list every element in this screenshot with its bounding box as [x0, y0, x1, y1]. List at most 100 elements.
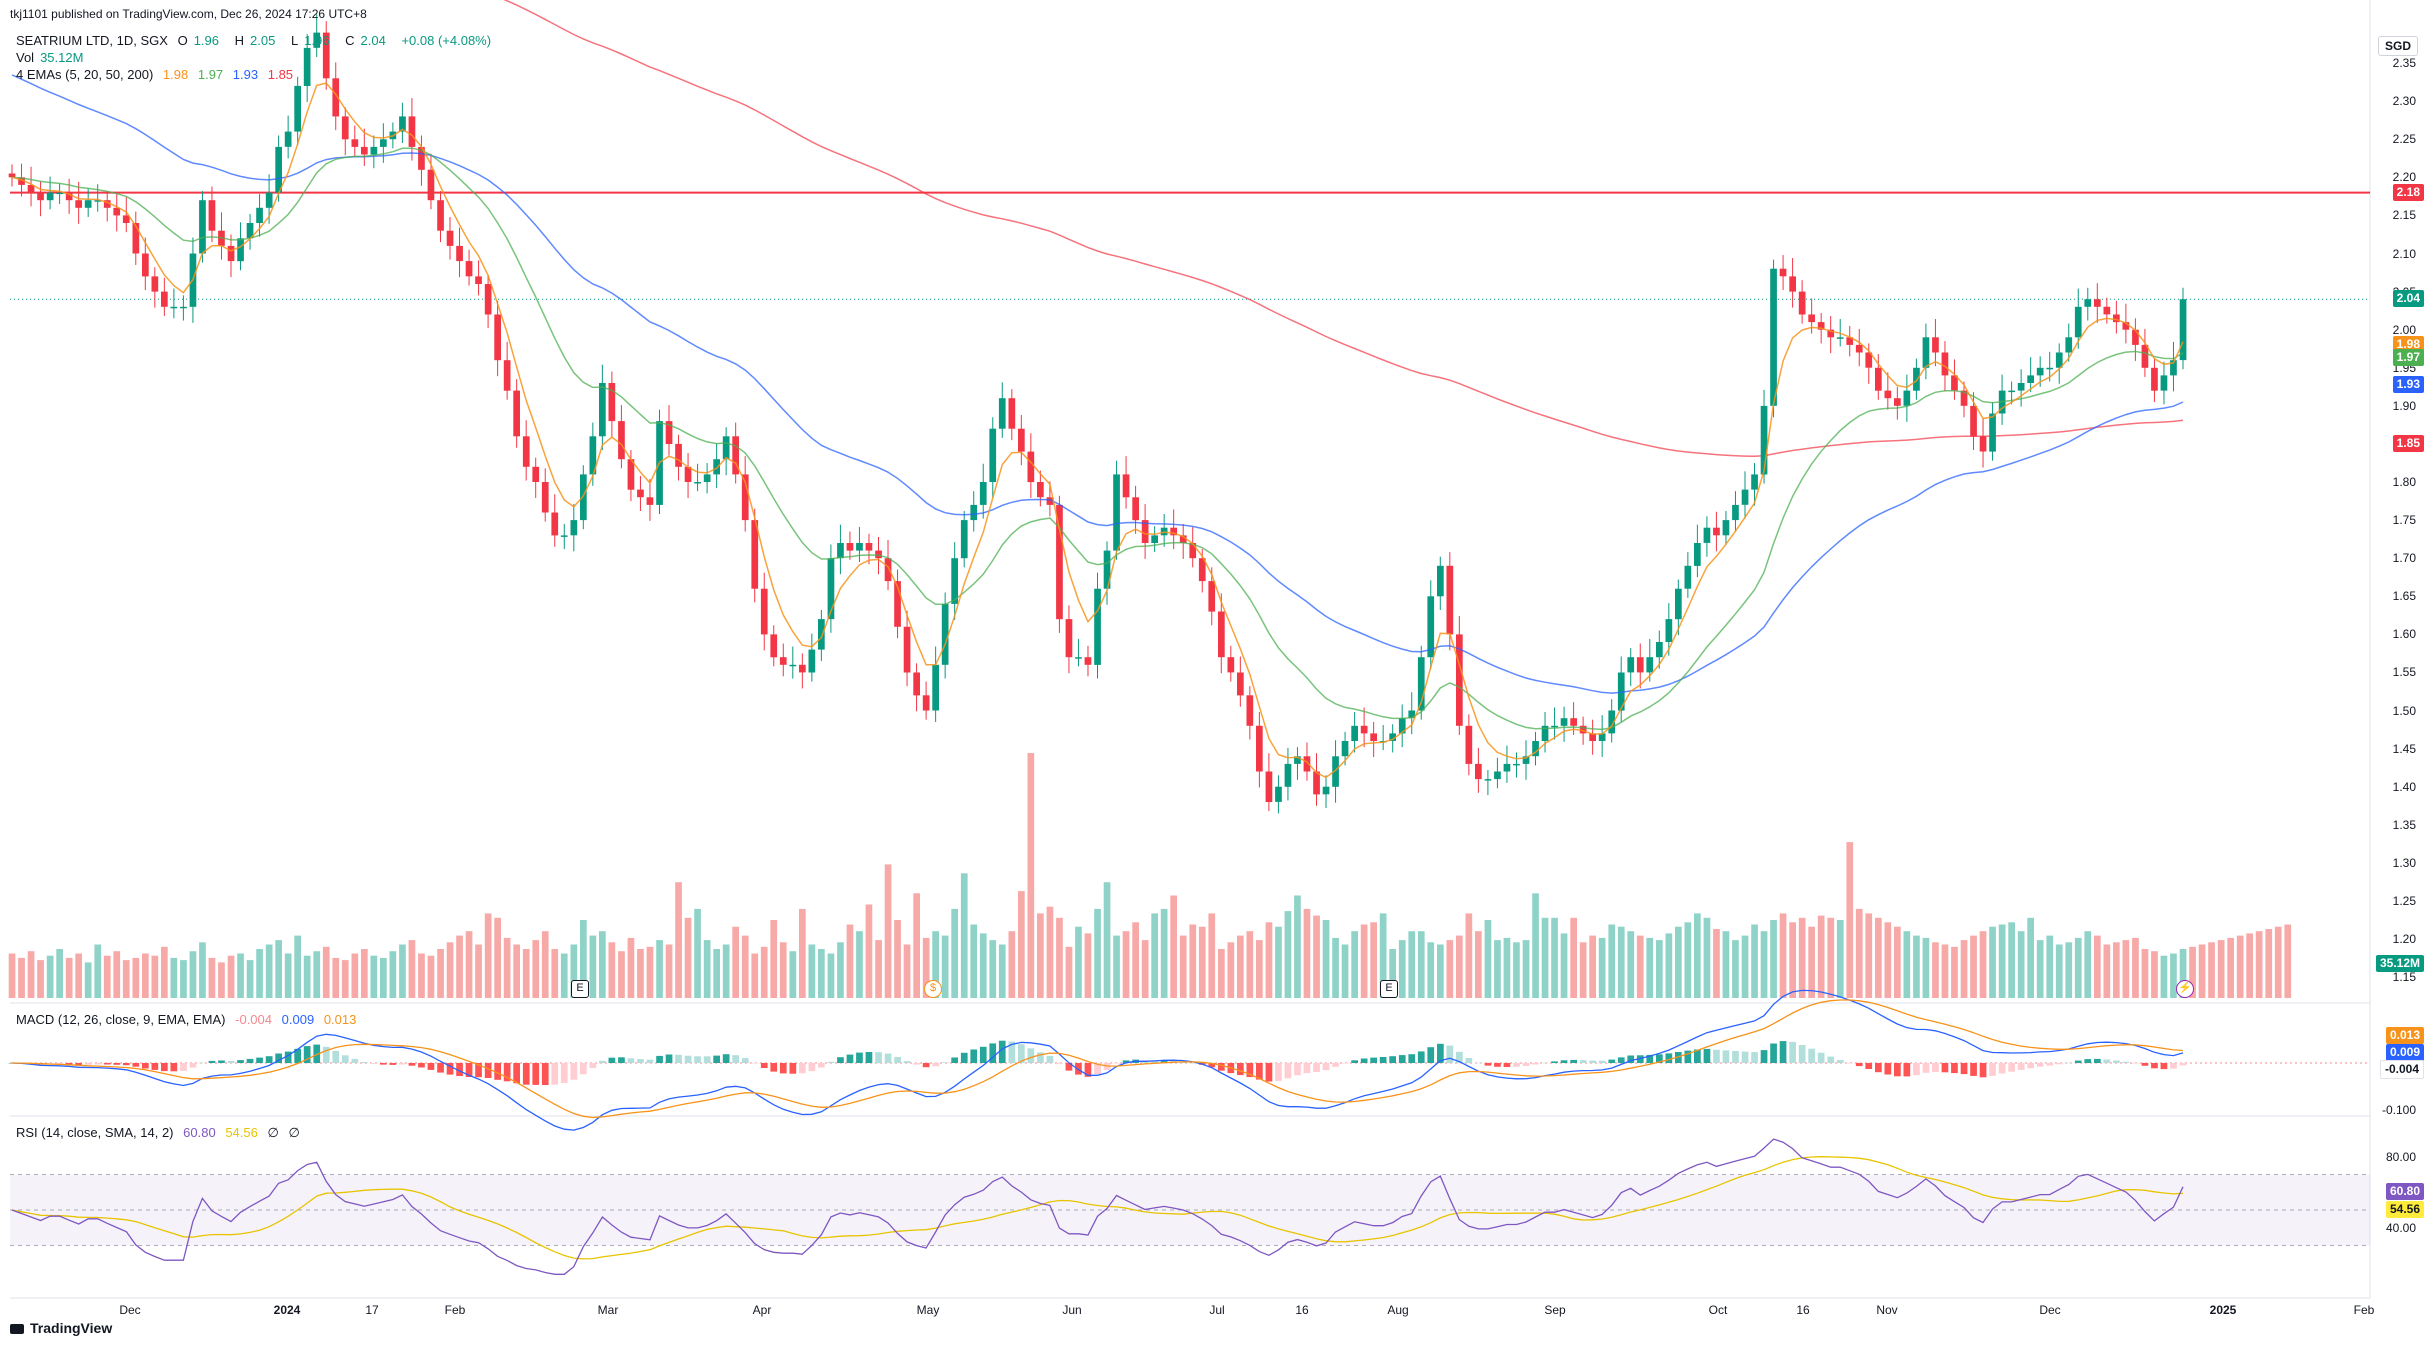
- candle-body: [199, 200, 206, 254]
- candle-body: [599, 383, 606, 437]
- macd-histogram-bar: [656, 1055, 663, 1063]
- volume-bar: [1751, 924, 1758, 998]
- price-tick-label: 1.15: [2392, 970, 2416, 985]
- candle-body: [1484, 779, 1492, 781]
- macd-histogram-bar: [418, 1063, 425, 1068]
- candle-body: [1713, 527, 1720, 536]
- currency-label[interactable]: SGD: [2377, 36, 2418, 56]
- volume-bar: [370, 955, 378, 998]
- candle-body: [789, 664, 797, 667]
- candle-body: [18, 177, 25, 185]
- macd-histogram-bar: [380, 1063, 387, 1065]
- symbol-name: SEATRIUM LTD, 1D, SGX: [16, 33, 168, 48]
- macd-histogram-bar: [1665, 1053, 1673, 1063]
- macd-histogram-bar: [675, 1054, 682, 1063]
- price-tick-label: 2.00: [2392, 322, 2416, 337]
- macd-histogram-bar: [1694, 1049, 1701, 1063]
- candle-body: [475, 276, 482, 284]
- macd-histogram-bar: [1570, 1059, 1577, 1063]
- dividend-event-icon[interactable]: $: [924, 980, 942, 998]
- volume-bar: [751, 953, 759, 998]
- volume-bar: [1865, 913, 1873, 998]
- macd-histogram-bar: [1951, 1063, 1958, 1074]
- macd-histogram-bar: [294, 1048, 301, 1063]
- macd-histogram-bar: [1389, 1056, 1396, 1063]
- candle-body: [694, 482, 701, 484]
- volume-bar: [665, 944, 673, 998]
- volume-bar: [1932, 942, 1939, 998]
- candle-body: [361, 146, 368, 155]
- macd-histogram-bar: [522, 1063, 530, 1085]
- volume-bar: [1713, 929, 1720, 998]
- tradingview-logo[interactable]: TradingView: [10, 1320, 112, 1336]
- ema-legend[interactable]: 4 EMAs (5, 20, 50, 200) 1.98 1.97 1.93 1…: [16, 67, 294, 82]
- volume-bar: [513, 944, 520, 998]
- candle-body: [837, 543, 844, 559]
- ema200-tag: 1.85: [2392, 434, 2424, 452]
- macd-histogram-bar: [1656, 1054, 1663, 1063]
- macd-histogram-bar: [741, 1058, 749, 1063]
- rsi-legend[interactable]: RSI (14, close, SMA, 14, 2) 60.80 54.56 …: [16, 1125, 300, 1140]
- macd-legend[interactable]: MACD (12, 26, close, 9, EMA, EMA) -0.004…: [16, 1012, 357, 1027]
- volume-bar: [389, 951, 397, 998]
- macd-histogram-bar: [341, 1055, 349, 1063]
- volume-bar: [532, 940, 540, 998]
- macd-histogram-bar: [1770, 1043, 1777, 1063]
- candle-body: [418, 146, 425, 170]
- rsi-ma-tag: 54.56: [2385, 1201, 2424, 1218]
- volume-bar: [1789, 922, 1796, 998]
- earnings-event-icon[interactable]: E: [1380, 980, 1398, 998]
- macd-histogram-bar: [1027, 1048, 1035, 1063]
- candle-body: [1875, 367, 1882, 391]
- candle-body: [1503, 763, 1511, 772]
- macd-histogram-bar: [1779, 1041, 1787, 1063]
- volume-bar: [1894, 926, 1901, 998]
- volume-bar: [246, 960, 254, 998]
- macd-histogram-bar: [903, 1061, 911, 1063]
- rsi-pane: [10, 1138, 2370, 1275]
- macd-histogram-bar: [113, 1063, 121, 1065]
- macd-histogram-bar: [1160, 1060, 1168, 1063]
- macd-histogram-bar: [599, 1060, 606, 1063]
- symbol-legend[interactable]: SEATRIUM LTD, 1D, SGX O 1.96 H 2.05 L 1.96 …: [16, 33, 492, 48]
- grid-lines: [10, 0, 2371, 1299]
- macd-histogram-bar: [1475, 1062, 1482, 1064]
- volume-bar: [913, 893, 920, 998]
- macd-histogram-bar: [722, 1054, 730, 1063]
- earnings-event-icon[interactable]: E: [571, 980, 589, 998]
- volume-bar: [1370, 922, 1377, 998]
- candle-body: [1970, 405, 1977, 437]
- macd-histogram-bar: [960, 1052, 968, 1063]
- volume-bar: [2084, 931, 2092, 998]
- candle-body: [2017, 383, 2025, 391]
- macd-histogram-bar: [65, 1063, 73, 1065]
- candle-body: [1732, 504, 1739, 521]
- candle-body: [132, 223, 140, 254]
- macd-histogram-bar: [894, 1056, 901, 1063]
- candle-body: [1894, 398, 1901, 406]
- volume-bar: [998, 944, 1006, 998]
- volume-bar: [1075, 926, 1082, 998]
- hline-price-tag: 2.18: [2392, 183, 2424, 201]
- price-tick-label: 1.30: [2392, 855, 2416, 870]
- price-tick-label: 2.20: [2392, 170, 2416, 185]
- time-tick-label: Feb: [2353, 1303, 2375, 1317]
- candle-body: [227, 245, 235, 262]
- macd-histogram-bar: [2094, 1058, 2101, 1063]
- price-tick-label: 1.35: [2392, 817, 2416, 832]
- volume-legend[interactable]: Vol 35.12M: [16, 50, 84, 65]
- macd-histogram-bar: [227, 1060, 235, 1063]
- candle-body: [1760, 405, 1768, 475]
- macd-histogram-bar: [237, 1060, 244, 1063]
- volume-bar: [122, 960, 130, 998]
- macd-histogram-bar: [1894, 1063, 1901, 1077]
- flash-event-icon[interactable]: ⚡: [2176, 980, 2194, 998]
- candle-body: [1417, 657, 1425, 711]
- candle-body: [560, 535, 568, 537]
- ema-50-path: [11, 74, 2184, 694]
- macd-histogram-bar: [1246, 1063, 1254, 1078]
- volume-bar: [113, 951, 121, 998]
- macd-histogram-bar: [1437, 1043, 1444, 1063]
- candle-body: [1684, 565, 1692, 589]
